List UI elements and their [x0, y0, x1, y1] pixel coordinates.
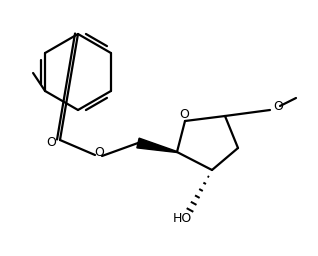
Text: O: O: [46, 136, 56, 150]
Text: O: O: [179, 108, 189, 121]
Text: HO: HO: [172, 212, 192, 226]
Text: O: O: [94, 145, 104, 158]
Text: O: O: [273, 100, 283, 112]
Polygon shape: [137, 138, 177, 153]
